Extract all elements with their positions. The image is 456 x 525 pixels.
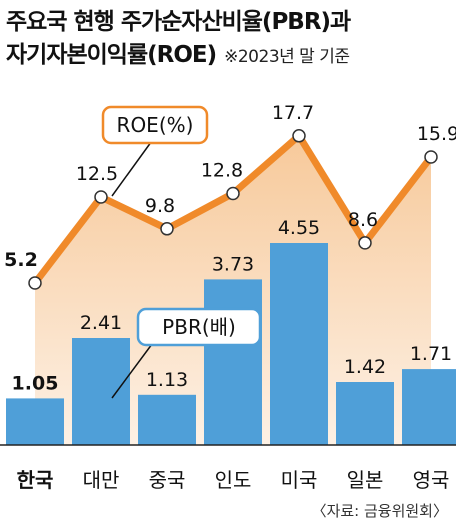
chart-subtitle: 자기자본이익률(ROE) [6, 42, 217, 68]
pbr-bar [336, 382, 394, 445]
x-tick-label: 영국 [413, 468, 450, 492]
roe-value-label: 15.9 [417, 123, 456, 145]
pbr-bar [402, 369, 456, 445]
pbr-bar [72, 338, 130, 445]
roe-marker [94, 190, 108, 204]
roe-marker [28, 276, 42, 290]
chart-title-line2: 자기자본이익률(ROE) ※2023년 말 기준 [6, 35, 350, 69]
pbr-value-label: 4.55 [278, 217, 320, 239]
x-tick-label: 중국 [149, 468, 186, 492]
pbr-value-label: 2.41 [80, 312, 122, 334]
pbr-bar [270, 243, 328, 445]
pbr-bar [138, 394, 196, 445]
x-tick-label: 한국 [17, 468, 54, 492]
x-tick-label: 인도 [215, 468, 252, 492]
roe-marker [292, 129, 306, 143]
roe-legend-label: ROE(%) [117, 113, 194, 137]
roe-value-label: 5.2 [4, 249, 38, 271]
pbr-bar [204, 279, 262, 445]
x-tick-label: 대만 [83, 468, 120, 492]
pbr-value-label: 1.42 [344, 356, 386, 378]
roe-marker [424, 150, 438, 164]
source-note: 〈자료: 금융위원회〉 [311, 502, 448, 520]
chart-title: 주요국 현행 주가순자산비율(PBR)과 [6, 9, 351, 35]
roe-value-label: 12.5 [76, 163, 118, 185]
roe-marker [226, 186, 240, 201]
pbr-legend-leader [111, 339, 156, 399]
roe-value-label: 9.8 [145, 195, 175, 217]
roe-legend-box [101, 105, 209, 145]
x-tick-label: 일본 [347, 468, 384, 492]
roe-value-label: 17.7 [272, 102, 314, 124]
roe-value-label: 12.8 [201, 160, 243, 182]
pbr-value-label: 1.05 [12, 372, 59, 394]
pbr-value-label: 1.71 [410, 343, 452, 365]
roe-legend-leader [111, 137, 155, 197]
roe-marker [358, 236, 372, 250]
roe-marker [160, 222, 174, 236]
x-tick-label: 미국 [281, 468, 318, 492]
pbr-bar [6, 398, 64, 445]
pbr-value-label: 3.73 [212, 253, 254, 275]
roe-value-label: 8.6 [348, 209, 378, 231]
pbr-legend-box [136, 307, 262, 347]
pbr-legend-label: PBR(배) [162, 315, 236, 339]
basis-note: ※2023년 말 기준 [224, 47, 350, 67]
pbr-value-label: 1.13 [146, 369, 188, 391]
